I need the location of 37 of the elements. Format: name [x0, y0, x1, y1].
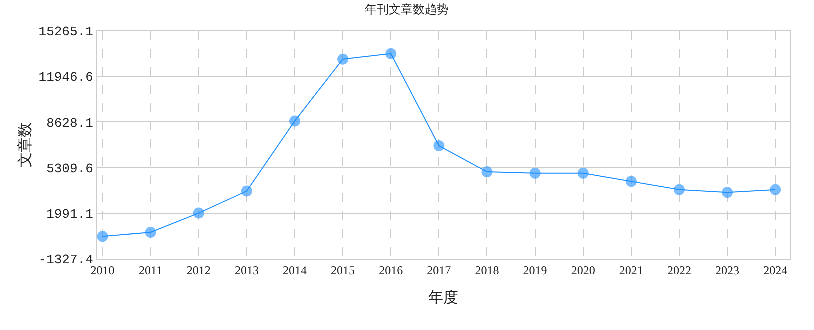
- point: [770, 184, 782, 196]
- x-tick-label: 2014: [283, 263, 307, 278]
- point: [145, 227, 156, 238]
- y-tick-label: 8628.1: [46, 116, 94, 131]
- x-tick-label: 2020: [571, 263, 596, 278]
- point: [626, 176, 637, 188]
- y-tick-label: 5309.6: [46, 161, 94, 176]
- x-tick-label: 2016: [379, 263, 404, 278]
- point: [241, 186, 252, 197]
- point: [193, 208, 204, 219]
- point: [722, 187, 734, 198]
- point: [97, 231, 108, 242]
- x-tick-label: 2022: [667, 263, 692, 278]
- x-tick-label: 2024: [764, 263, 788, 278]
- point: [530, 168, 541, 179]
- x-tick-label: 2021: [619, 263, 644, 278]
- x-tick-label: 2011: [139, 263, 163, 278]
- y-tick-label: 15265.1: [38, 24, 94, 40]
- point: [674, 184, 685, 196]
- y-tick-label: 11946.6: [38, 70, 94, 86]
- point: [578, 168, 589, 179]
- x-tick-label: 2015: [331, 263, 356, 278]
- point: [338, 54, 349, 65]
- x-tick-label: 2018: [475, 263, 500, 278]
- point: [434, 140, 445, 152]
- x-tick-label: 2019: [523, 263, 548, 278]
- x-tick-label: 2013: [234, 263, 259, 278]
- x-tick-label: 2017: [427, 263, 452, 278]
- point: [386, 48, 397, 60]
- point: [290, 116, 300, 127]
- y-tick-label: 1991.1: [46, 206, 94, 222]
- y-axis-title: 文章数: [17, 122, 34, 168]
- x-axis-title: 年度: [428, 289, 458, 306]
- point: [482, 166, 493, 178]
- x-tick-label: 2023: [716, 263, 740, 278]
- chart-title: 年刊文章数趋势: [365, 2, 449, 16]
- x-tick-label: 2012: [186, 263, 211, 278]
